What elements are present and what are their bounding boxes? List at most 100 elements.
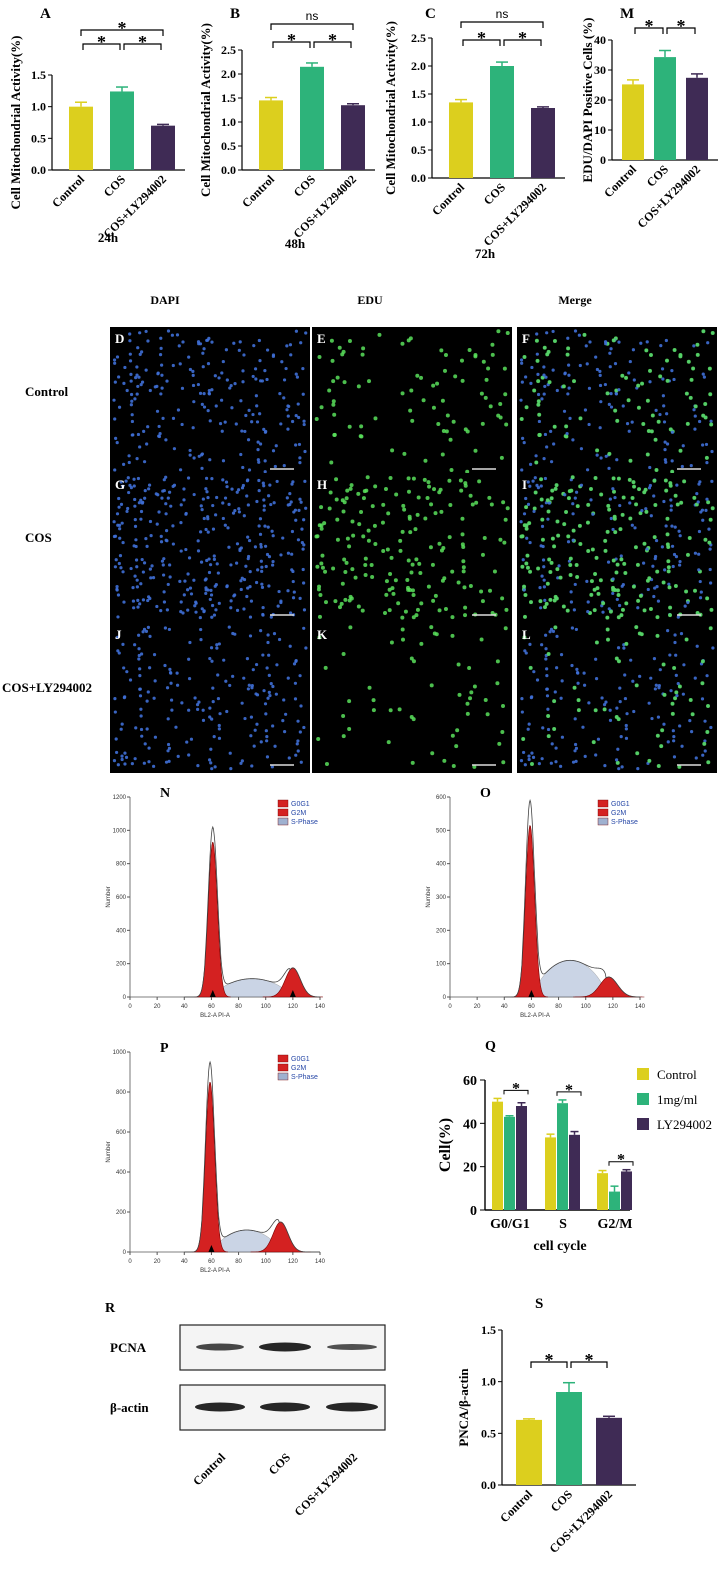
x-tick-label: 0 [448, 1004, 452, 1010]
category-label: COS [548, 1487, 576, 1515]
dapi-nucleus [522, 441, 526, 445]
edu-nucleus [438, 487, 443, 492]
dapi-nucleus [140, 350, 144, 354]
edu-nucleus [495, 681, 500, 686]
dapi-nucleus [609, 347, 613, 351]
dapi-nucleus [255, 499, 259, 504]
dapi-nucleus [688, 719, 692, 723]
protein-band [326, 1402, 378, 1412]
dapi-nucleus [201, 497, 205, 501]
edu-nucleus [450, 569, 455, 574]
dapi-nucleus [266, 696, 270, 700]
dapi-nucleus [204, 577, 208, 581]
legend-label: G0G1 [291, 801, 310, 808]
dapi-nucleus [271, 724, 275, 728]
legend-label: G2M [291, 810, 306, 817]
dapi-nucleus [162, 590, 166, 594]
dapi-nucleus [573, 742, 578, 747]
dapi-nucleus [298, 456, 302, 460]
edu-nucleus [641, 421, 646, 426]
dapi-nucleus [654, 408, 658, 412]
dapi-nucleus [229, 383, 233, 388]
dapi-nucleus [670, 430, 675, 434]
edu-nucleus [342, 557, 347, 562]
dapi-nucleus [606, 560, 611, 564]
legend-label: LY294002 [657, 1117, 712, 1132]
edu-nucleus [415, 373, 420, 378]
edu-nucleus [554, 483, 559, 488]
dapi-nucleus [206, 362, 211, 366]
micrograph-background [110, 327, 310, 477]
edu-nucleus [385, 547, 390, 552]
dapi-nucleus [147, 760, 151, 764]
edu-nucleus [628, 516, 633, 521]
edu-nucleus [610, 585, 615, 590]
panel-letter: S [535, 1296, 543, 1312]
x-tick-label: 40 [501, 1004, 508, 1010]
dapi-nucleus [132, 606, 136, 610]
edu-nucleus [408, 530, 413, 535]
dapi-nucleus [148, 596, 152, 601]
dapi-nucleus [245, 594, 249, 599]
dapi-nucleus [528, 540, 532, 545]
edu-nucleus [358, 434, 363, 439]
dapi-nucleus [212, 613, 217, 617]
dapi-nucleus [631, 679, 635, 683]
dapi-nucleus [300, 527, 304, 531]
bar [531, 108, 555, 178]
dapi-nucleus [175, 671, 179, 675]
dapi-nucleus [299, 341, 303, 345]
dapi-nucleus [125, 388, 129, 393]
dapi-nucleus [121, 484, 125, 488]
x-tick-label: 40 [181, 1004, 188, 1010]
dapi-nucleus [263, 544, 268, 548]
legend-label: S-Phase [291, 1074, 318, 1081]
dapi-nucleus [671, 564, 675, 569]
edu-nucleus [400, 637, 405, 642]
edu-nucleus [377, 332, 382, 337]
significance-label: ns [496, 7, 509, 21]
edu-nucleus [448, 502, 453, 507]
edu-nucleus [564, 509, 569, 514]
dapi-nucleus [269, 615, 273, 619]
dapi-nucleus [144, 537, 148, 541]
edu-nucleus [460, 542, 465, 547]
dapi-nucleus [573, 749, 577, 753]
dapi-nucleus [247, 538, 252, 543]
dapi-nucleus [145, 544, 149, 549]
dapi-nucleus [618, 686, 622, 690]
bar [621, 1171, 632, 1210]
edu-nucleus [407, 516, 412, 521]
dapi-nucleus [670, 459, 674, 463]
dapi-nucleus [663, 568, 667, 572]
dapi-nucleus [117, 375, 121, 379]
y-tick-label: 1200 [113, 795, 127, 801]
y-axis-label: Cell Mitochondrial Activity(%) [198, 23, 213, 197]
dapi-nucleus [298, 497, 302, 501]
dapi-nucleus [152, 764, 156, 768]
dapi-nucleus [263, 430, 268, 434]
dapi-nucleus [532, 509, 536, 514]
edu-nucleus [473, 354, 478, 359]
edu-nucleus [373, 484, 378, 489]
edu-nucleus [546, 652, 551, 657]
edu-nucleus [522, 635, 527, 640]
dapi-nucleus [615, 458, 619, 462]
dapi-nucleus [202, 391, 206, 396]
dapi-nucleus [133, 757, 137, 761]
dapi-nucleus [133, 497, 137, 502]
dapi-nucleus [215, 646, 219, 650]
dapi-nucleus [703, 739, 707, 743]
panel-letter: C [425, 6, 436, 22]
edu-nucleus [390, 448, 395, 453]
dapi-nucleus [264, 712, 268, 716]
dapi-nucleus [158, 353, 163, 357]
edu-nucleus [611, 476, 616, 481]
dapi-nucleus [169, 681, 173, 685]
edu-nucleus [540, 537, 545, 542]
dapi-nucleus [636, 606, 640, 610]
dapi-nucleus [265, 348, 270, 352]
dapi-nucleus [164, 475, 168, 479]
dapi-nucleus [240, 429, 244, 433]
dapi-nucleus [221, 459, 226, 463]
